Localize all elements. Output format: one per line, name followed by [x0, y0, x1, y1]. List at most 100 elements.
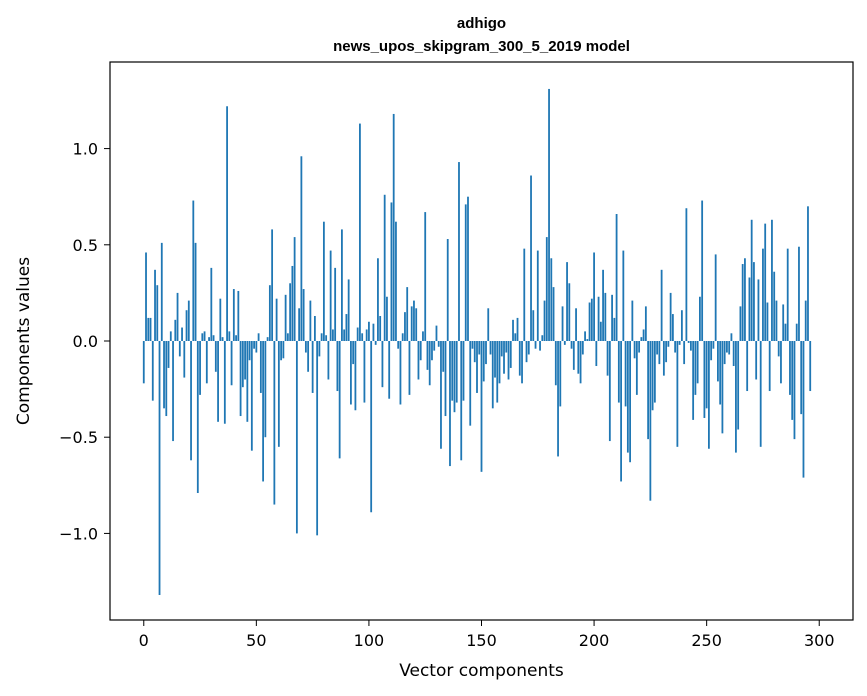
- bar: [379, 315, 382, 341]
- bar: [419, 341, 422, 361]
- bar: [701, 200, 704, 341]
- bar: [771, 219, 773, 341]
- bar: [710, 341, 713, 361]
- bar: [444, 341, 447, 417]
- bar: [228, 331, 231, 341]
- bar: [775, 300, 778, 341]
- bar: [671, 314, 674, 341]
- bar: [239, 341, 242, 417]
- bar: [780, 341, 782, 384]
- bar: [728, 341, 731, 355]
- bar: [196, 341, 199, 494]
- bar: [613, 317, 616, 341]
- bar: [293, 237, 296, 341]
- bar: [221, 337, 224, 341]
- bar: [169, 331, 172, 341]
- bar: [473, 341, 476, 363]
- bar: [428, 341, 431, 386]
- x-axis: 0 50 100 150 200 250 300: [139, 620, 835, 650]
- bar: [491, 341, 494, 409]
- bar: [660, 269, 663, 341]
- bar: [226, 106, 228, 341]
- bar: [453, 341, 456, 413]
- bar: [800, 341, 803, 415]
- bar: [638, 341, 641, 353]
- x-tick-label: 100: [354, 631, 385, 650]
- bar: [208, 337, 210, 341]
- bar: [595, 341, 598, 367]
- bar: [662, 341, 665, 376]
- bar: [313, 315, 316, 341]
- bar: [282, 341, 285, 359]
- bar: [615, 214, 618, 341]
- y-tick-label: 1.0: [73, 140, 98, 159]
- bar: [635, 341, 638, 395]
- bar: [784, 323, 787, 341]
- bar: [388, 341, 391, 399]
- bar: [653, 341, 656, 403]
- bar: [370, 341, 373, 513]
- y-tick-label: −1.0: [59, 524, 98, 543]
- bar: [435, 325, 438, 341]
- bar: [617, 341, 620, 403]
- bar: [599, 321, 602, 341]
- bar: [304, 341, 307, 353]
- bar: [458, 162, 460, 341]
- bar: [332, 329, 334, 341]
- bar: [658, 341, 661, 365]
- bar: [183, 341, 186, 378]
- bar: [401, 333, 404, 341]
- bar: [320, 333, 323, 341]
- y-tick-label: 0.0: [73, 332, 98, 351]
- bar: [190, 341, 192, 461]
- bar: [678, 341, 681, 345]
- bar: [214, 341, 217, 372]
- bar: [750, 219, 753, 341]
- bar: [417, 341, 420, 380]
- bar: [791, 341, 794, 420]
- chart-title: adhigo: [457, 15, 506, 32]
- bar: [626, 341, 629, 453]
- bar: [676, 341, 679, 447]
- bar: [176, 292, 179, 341]
- bar: [572, 341, 575, 370]
- bar: [584, 331, 586, 341]
- x-tick-label: 250: [691, 631, 722, 650]
- bar: [390, 202, 393, 341]
- bar: [735, 341, 737, 453]
- bar: [178, 341, 181, 357]
- bar: [210, 267, 213, 341]
- bar: [764, 223, 767, 341]
- bar: [361, 333, 364, 341]
- bar: [586, 339, 589, 341]
- bar: [329, 250, 332, 341]
- bar: [597, 296, 600, 341]
- bar: [509, 341, 512, 368]
- bar: [165, 341, 168, 417]
- bar: [674, 341, 677, 353]
- bar: [550, 258, 553, 341]
- bar: [757, 279, 760, 341]
- bar: [316, 341, 319, 536]
- bar: [185, 310, 188, 341]
- bar: [309, 300, 312, 341]
- bar: [692, 341, 695, 420]
- bar: [552, 287, 555, 341]
- bar: [359, 123, 361, 341]
- bar: [611, 294, 613, 341]
- bar: [451, 341, 454, 401]
- bar: [374, 341, 377, 345]
- bar: [548, 88, 550, 341]
- y-tick-label: 0.5: [73, 236, 98, 255]
- bar: [762, 248, 764, 341]
- bar: [302, 289, 305, 341]
- bar: [480, 341, 483, 472]
- bar: [259, 341, 262, 393]
- bar: [460, 341, 463, 461]
- bar: [431, 341, 433, 361]
- bar: [699, 296, 701, 341]
- bar: [449, 341, 451, 467]
- bar: [543, 300, 546, 341]
- bar: [570, 341, 573, 349]
- bar: [753, 262, 755, 341]
